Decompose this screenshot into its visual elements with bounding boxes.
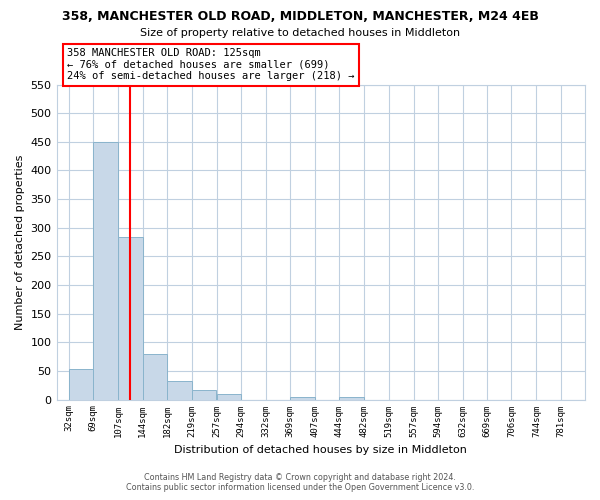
Text: Contains HM Land Registry data © Crown copyright and database right 2024.
Contai: Contains HM Land Registry data © Crown c… [126,473,474,492]
Bar [94,142,118,400]
Text: Size of property relative to detached houses in Middleton: Size of property relative to detached ho… [140,28,460,38]
Bar [69,369,94,400]
Text: 358, MANCHESTER OLD ROAD, MIDDLETON, MANCHESTER, M24 4EB: 358, MANCHESTER OLD ROAD, MIDDLETON, MAN… [62,10,538,23]
Bar [217,394,241,400]
Bar [167,381,192,400]
Bar [290,396,314,400]
Bar [118,238,143,400]
Bar [143,354,167,400]
Bar [192,390,216,400]
Y-axis label: Number of detached properties: Number of detached properties [15,154,25,330]
X-axis label: Distribution of detached houses by size in Middleton: Distribution of detached houses by size … [175,445,467,455]
Bar [340,396,364,400]
Text: 358 MANCHESTER OLD ROAD: 125sqm
← 76% of detached houses are smaller (699)
24% o: 358 MANCHESTER OLD ROAD: 125sqm ← 76% of… [67,48,355,82]
